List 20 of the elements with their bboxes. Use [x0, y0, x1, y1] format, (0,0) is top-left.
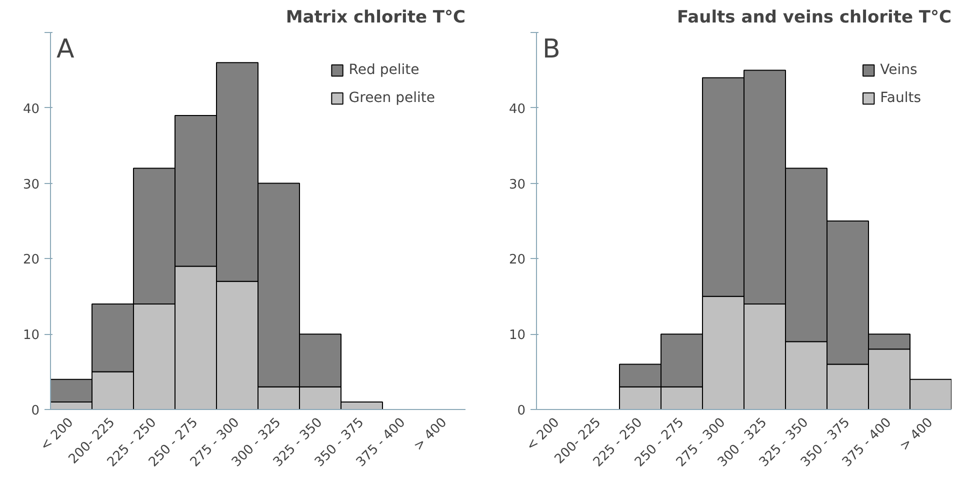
annotation: B: [542, 34, 560, 64]
legend-label: Veins: [880, 62, 918, 78]
y-tick-label: 30: [22, 177, 40, 192]
legend-label: Green pelite: [348, 90, 435, 106]
legend-label: Faults: [880, 90, 921, 106]
y-tick-label: 30: [508, 177, 526, 192]
x-tick-label: > 400: [897, 415, 936, 454]
y-tick-label: 40: [22, 102, 40, 117]
chart-title: Faults and veins chlorite T°C: [677, 8, 952, 28]
y-tick-label: 40: [508, 102, 526, 117]
x-tick-label: > 400: [411, 415, 450, 454]
y-tick-label: 20: [508, 252, 526, 268]
annotation: A: [56, 34, 74, 64]
chart-title: Matrix chlorite T°C: [286, 8, 466, 28]
y-tick-label: 20: [22, 252, 40, 268]
y-tick-label: 10: [22, 328, 40, 344]
y-tick-label: 0: [31, 404, 40, 418]
legend-label: Red pelite: [348, 62, 420, 78]
y-tick-label: 0: [517, 404, 526, 418]
y-tick-label: 10: [508, 328, 526, 344]
